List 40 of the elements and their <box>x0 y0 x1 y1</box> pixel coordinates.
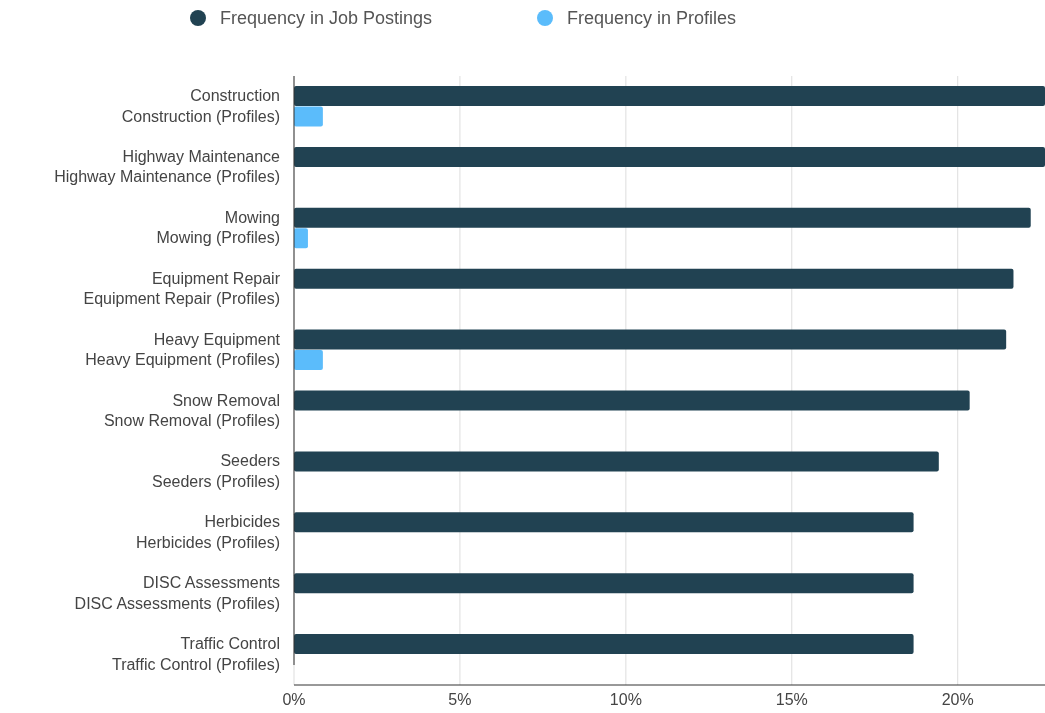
y-tick-label: DISC Assessments (Profiles) <box>74 594 280 612</box>
x-tick-label: 5% <box>448 691 472 708</box>
x-tick-label: 15% <box>775 691 808 708</box>
bar <box>294 634 914 655</box>
bar <box>294 106 323 127</box>
bar <box>294 573 914 594</box>
bar <box>294 329 1007 350</box>
legend-label: Frequency in Profiles <box>567 8 737 28</box>
y-tick-label: Heavy Equipment (Profiles) <box>85 351 280 369</box>
x-tick-label: 20% <box>941 691 974 708</box>
y-tick-label: Construction (Profiles) <box>121 107 280 125</box>
y-tick-label: Seeders <box>220 452 280 470</box>
bar <box>294 86 1045 106</box>
bar <box>294 512 914 533</box>
y-tick-label: Traffic Control (Profiles) <box>111 655 280 673</box>
bar <box>294 451 939 472</box>
bar <box>294 268 1014 289</box>
y-tick-label: Highway Maintenance (Profiles) <box>54 168 280 186</box>
y-tick-label: Herbicides (Profiles) <box>135 533 280 551</box>
y-tick-label: Snow Removal <box>172 391 280 409</box>
y-tick-label: DISC Assessments <box>143 574 280 592</box>
y-tick-label: Highway Maintenance <box>122 147 281 165</box>
y-tick-label: Heavy Equipment <box>153 330 281 348</box>
y-tick-label: Mowing (Profiles) <box>156 229 280 247</box>
y-tick-label: Equipment Repair (Profiles) <box>83 290 280 308</box>
bar <box>294 207 1031 228</box>
legend-label: Frequency in Job Postings <box>220 8 433 28</box>
x-tick-label: 10% <box>609 691 642 708</box>
bar <box>294 228 308 249</box>
bar <box>294 390 970 411</box>
y-tick-label: Snow Removal (Profiles) <box>103 412 280 429</box>
bar <box>294 350 323 371</box>
bar <box>294 146 1045 167</box>
y-tick-label: Mowing <box>224 208 280 226</box>
y-tick-label: Construction <box>190 87 280 104</box>
y-tick-label: Herbicides <box>204 513 280 531</box>
x-tick-label: 0% <box>282 691 306 708</box>
y-tick-label: Traffic Control <box>180 635 280 653</box>
y-tick-label: Equipment Repair <box>151 269 281 287</box>
y-tick-label: Seeders (Profiles) <box>151 472 280 490</box>
